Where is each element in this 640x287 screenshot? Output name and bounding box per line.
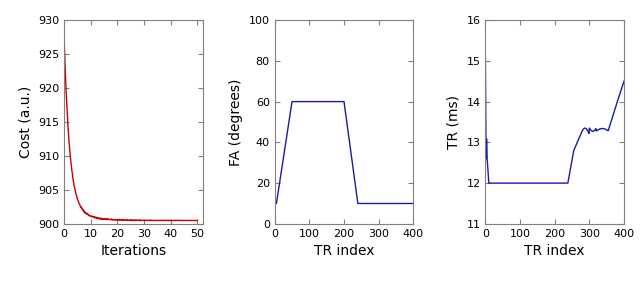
Y-axis label: Cost (a.u.): Cost (a.u.) xyxy=(19,86,33,158)
X-axis label: Iterations: Iterations xyxy=(100,244,166,258)
Y-axis label: FA (degrees): FA (degrees) xyxy=(229,78,243,166)
Y-axis label: TR (ms): TR (ms) xyxy=(447,95,461,149)
X-axis label: TR index: TR index xyxy=(314,244,374,258)
X-axis label: TR index: TR index xyxy=(524,244,585,258)
